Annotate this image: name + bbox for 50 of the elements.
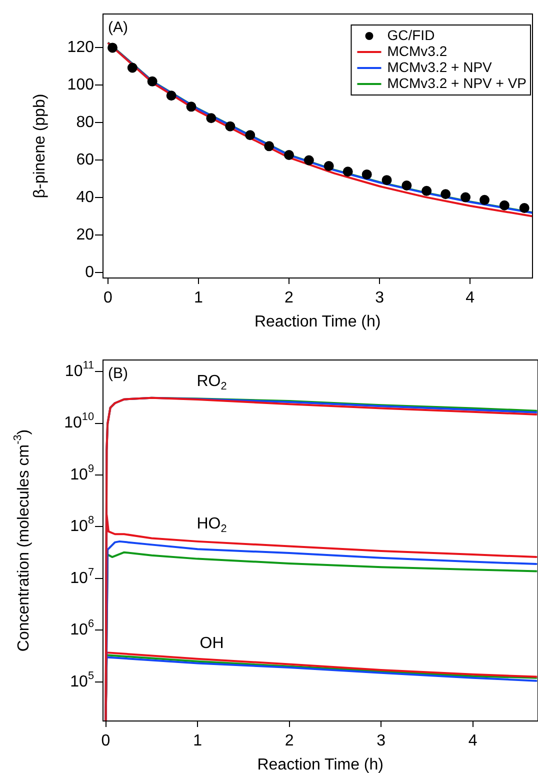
x-tick-label: 0 [104, 289, 113, 306]
x-axis-title: Reaction Time (h) [254, 313, 381, 330]
x-tick-label: 2 [284, 732, 294, 750]
point [499, 200, 510, 210]
x-tick-label: 4 [468, 732, 478, 750]
y-tick-label: 80 [76, 114, 94, 131]
x-tick-label: 2 [284, 289, 294, 306]
point [166, 90, 176, 101]
x-tick-label: 3 [376, 732, 386, 750]
y-tick-label: 20 [76, 226, 94, 244]
legend-label: MCMv3.2 + NPV [387, 58, 493, 75]
point [440, 189, 451, 200]
point [304, 155, 314, 166]
x-axis-title: Reaction Time (h) [257, 756, 384, 773]
point [402, 180, 412, 191]
annotation: (A) [108, 19, 128, 36]
y-tick-label: 120 [67, 39, 94, 56]
point [284, 150, 294, 160]
point [382, 175, 392, 186]
point [245, 130, 256, 140]
y-axis-title: β-pinene (ppb) [31, 94, 48, 198]
y-axis-title: Concentration (molecules cm-3) [12, 429, 32, 652]
point [186, 102, 196, 112]
point [147, 76, 158, 86]
point [225, 121, 236, 132]
y-tick-label: 60 [76, 151, 94, 168]
x-tick-label: 3 [375, 289, 384, 306]
legend-label: MCMv3.2 [387, 42, 448, 59]
point [519, 202, 530, 213]
x-tick-label: 1 [193, 732, 202, 750]
y-tick-label: 0 [85, 264, 94, 281]
point [480, 194, 490, 205]
point [342, 166, 353, 177]
annotation: OH [200, 634, 224, 652]
point [422, 186, 432, 196]
legend-label: MCMv3.2 + NPV + VP [387, 74, 527, 91]
point [206, 113, 216, 124]
x-tick-label: 0 [101, 732, 110, 750]
x-tick-label: 4 [466, 289, 475, 306]
point [460, 192, 471, 202]
point [108, 42, 118, 53]
point [362, 169, 372, 180]
y-tick-label: 100 [67, 76, 94, 94]
point [264, 141, 274, 152]
legend-label: GC/FID [387, 26, 435, 43]
point [127, 62, 138, 73]
annotation: (B) [108, 365, 128, 382]
x-tick-label: 1 [194, 289, 204, 306]
point [324, 161, 334, 172]
y-tick-label: 40 [76, 188, 94, 206]
